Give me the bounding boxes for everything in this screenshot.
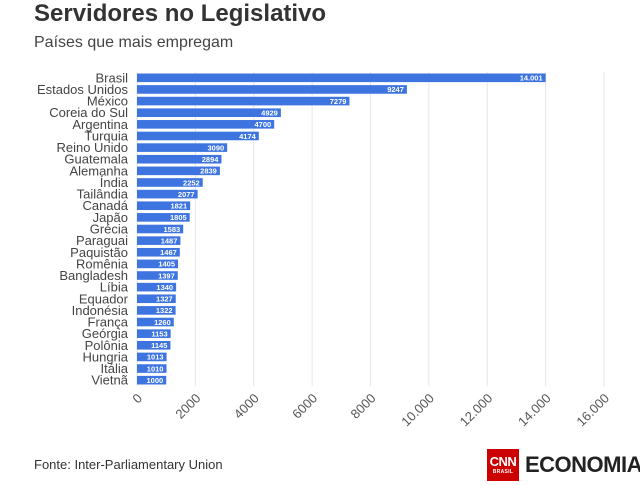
bar xyxy=(137,166,220,176)
category-label: Geórgia xyxy=(82,326,129,341)
bar xyxy=(137,236,181,245)
bar xyxy=(137,85,407,94)
category-label: Turquia xyxy=(84,128,128,143)
bar-value-label: 1327 xyxy=(156,295,173,304)
bar-value-label: 1260 xyxy=(154,318,171,327)
bar-value-label: 1805 xyxy=(170,213,187,222)
bar-value-label: 1010 xyxy=(147,364,164,373)
bar-value-label: 1467 xyxy=(160,248,177,257)
bar xyxy=(137,364,167,373)
bar-value-label: 1340 xyxy=(156,283,173,292)
bar xyxy=(137,201,191,211)
x-tick-label: 12.000 xyxy=(457,391,496,430)
category-label: França xyxy=(88,315,129,330)
bar xyxy=(137,108,281,118)
x-tick-label: 2000 xyxy=(172,391,203,422)
category-label: Polônia xyxy=(85,338,129,353)
x-tick-label: 4000 xyxy=(231,391,262,422)
economia-wordmark: ECONOMIA xyxy=(525,452,640,477)
bar-value-label: 4174 xyxy=(239,132,257,141)
category-label: Indonésia xyxy=(72,303,129,318)
cnn-logo-text: CNN xyxy=(489,454,517,469)
category-label: Guatemala xyxy=(64,152,128,167)
bar xyxy=(137,329,171,338)
category-label: Grécia xyxy=(90,222,129,237)
bar-value-label: 1153 xyxy=(151,329,167,338)
bar xyxy=(137,73,546,83)
x-tick-label: 10.000 xyxy=(398,391,437,430)
category-label: Índia xyxy=(100,175,129,190)
bar-value-label: 2839 xyxy=(200,167,217,176)
bar xyxy=(137,143,228,152)
source-note: Fonte: Inter-Parliamentary Union xyxy=(34,457,223,472)
x-tick-label: 8000 xyxy=(348,391,379,422)
bar xyxy=(137,306,176,315)
bar xyxy=(137,317,174,327)
bar-chart: Brasil 14.001 Estados Unidos 9247 México 7279… xyxy=(37,70,612,430)
bar-value-label: 1405 xyxy=(158,260,175,269)
bar xyxy=(137,178,203,187)
bar xyxy=(137,294,176,304)
bar-value-label: 3090 xyxy=(208,143,225,152)
bar-value-label: 1000 xyxy=(147,376,164,385)
category-label: Paquistão xyxy=(70,245,128,260)
category-label: Paraguai xyxy=(76,233,128,248)
bar xyxy=(137,131,259,141)
category-label: Alemanha xyxy=(69,163,128,178)
bar xyxy=(137,213,190,222)
bar-value-label: 2894 xyxy=(202,155,220,164)
bar xyxy=(137,224,184,234)
cnn-economia-logo: CNN BRASIL ECONOMIA xyxy=(487,449,640,481)
category-label: Brasil xyxy=(95,70,128,85)
x-tick-label: 14.000 xyxy=(515,391,554,430)
bar-value-label: 1487 xyxy=(161,236,178,245)
category-label: Estados Unidos xyxy=(37,82,129,97)
bar-value-label: 1145 xyxy=(151,341,167,350)
category-label: Tailândia xyxy=(77,187,129,202)
x-tick-label: 0 xyxy=(129,391,145,407)
cnn-logo: CNN BRASIL xyxy=(487,449,519,481)
category-label: Vietnã xyxy=(91,373,128,388)
bar xyxy=(137,375,167,385)
bar-value-label: 9247 xyxy=(387,85,404,94)
bar-value-label: 14.001 xyxy=(520,74,543,83)
category-label: Hungria xyxy=(82,349,128,364)
chart-subtitle: Países que mais empregam xyxy=(34,34,234,51)
bar-value-label: 1013 xyxy=(147,353,164,362)
category-label: Canadá xyxy=(82,198,128,213)
bar-value-label: 1397 xyxy=(158,271,175,280)
bar-value-label: 4700 xyxy=(254,120,271,129)
bar xyxy=(137,282,177,292)
cnn-logo-brasil: BRASIL xyxy=(492,469,514,475)
category-label: Equador xyxy=(79,291,129,306)
bar-value-label: 1821 xyxy=(170,202,187,211)
bar xyxy=(137,120,275,129)
bar xyxy=(137,96,350,106)
bar xyxy=(137,340,171,350)
category-label: Argentina xyxy=(72,117,128,132)
category-label: Romênia xyxy=(76,256,129,271)
bar xyxy=(137,189,198,199)
x-tick-label: 6000 xyxy=(289,391,320,422)
category-label: Coreia do Sul xyxy=(49,105,128,120)
bar xyxy=(137,352,167,362)
bar-value-label: 2077 xyxy=(178,190,195,199)
bar-value-label: 7279 xyxy=(330,97,347,106)
bar xyxy=(137,154,222,164)
category-label: Japão xyxy=(93,210,128,225)
bar-value-label: 1322 xyxy=(156,306,173,315)
x-tick-label: 16.000 xyxy=(573,391,612,430)
category-label: Itália xyxy=(101,361,129,376)
category-label: Reino Unido xyxy=(56,140,128,155)
bar-value-label: 4929 xyxy=(261,109,278,118)
category-label: Líbia xyxy=(100,280,129,295)
bar-value-label: 1583 xyxy=(164,225,181,234)
bar xyxy=(137,271,178,280)
bar xyxy=(137,259,179,269)
bar xyxy=(137,247,180,257)
category-label: Bangladesh xyxy=(59,268,128,283)
chart-title: Servidores no Legislativo xyxy=(34,0,327,27)
bar-value-label: 2252 xyxy=(183,178,200,187)
category-label: México xyxy=(87,94,128,109)
